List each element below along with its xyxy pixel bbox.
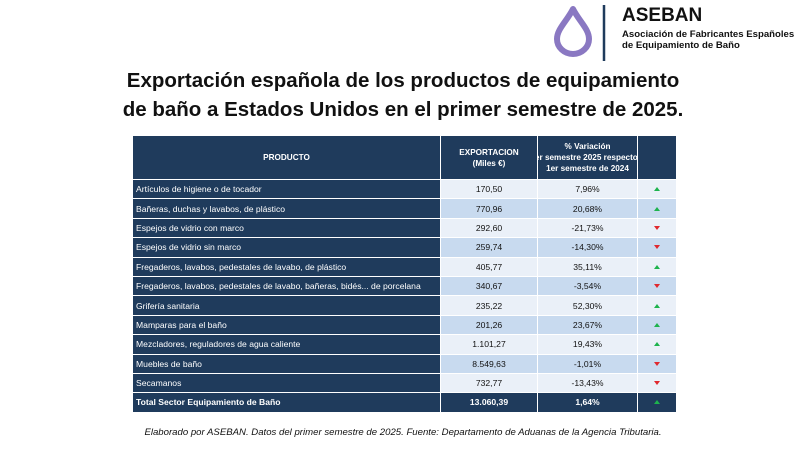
product-cell: Secamanos (133, 373, 441, 393)
product-cell: Mamparas para el baño (133, 315, 441, 335)
variation-cell: 23,67% (538, 315, 638, 335)
product-cell: Muebles de baño (133, 354, 441, 373)
arrow-cell (638, 373, 676, 393)
variation-cell: 1,64% (538, 393, 638, 412)
variation-cell: -21,73% (538, 218, 638, 238)
value-cell: 405,77 (441, 257, 538, 276)
value-cell: 8.549,63 (441, 354, 538, 373)
trend-arrow (654, 381, 660, 386)
product-cell: Bañeras, duchas y lavabos, de plástico (133, 199, 441, 218)
trend-arrow (654, 342, 660, 347)
table-row: Secamanos 732,77 -13,43% (133, 373, 676, 394)
value-cell: 259,74 (441, 238, 538, 257)
arrow-cell (638, 315, 676, 335)
value-cell: 340,67 (441, 276, 538, 296)
table-row: Muebles de baño 8.549,63 -1,01% (133, 354, 676, 374)
title-line: Exportación española de los productos de… (126, 69, 680, 92)
header-cell: PRODUCTO (133, 136, 441, 179)
table-row: Espejos de vidrio sin marco 259,74 -14,30% (133, 238, 676, 258)
value-cell: 292,60 (441, 218, 538, 238)
variation-cell: 7,96% (538, 180, 638, 199)
variation-cell: -3,54% (538, 276, 638, 296)
variation-cell: -13,43% (538, 373, 638, 393)
footnote: Elaborado por ASEBAN. Datos del primer s… (144, 427, 662, 438)
trend-arrow (654, 361, 660, 366)
product-cell: Espejos de vidrio con marco (133, 218, 441, 238)
trend-arrow (654, 245, 660, 250)
value-cell: 770,96 (441, 199, 538, 218)
arrow-cell (638, 199, 676, 218)
title-line: de baño a Estados Unidos en el primer se… (122, 98, 684, 121)
trend-arrow (654, 400, 660, 405)
product-cell: Fregaderos, lavabos, pedestales de lavab… (133, 276, 441, 296)
variation-cell: 52,30% (538, 296, 638, 315)
logo-name: ASEBAN (622, 5, 703, 26)
table-row: Mamparas para el baño 201,26 23,67% (133, 315, 676, 336)
variation-cell: -14,30% (538, 238, 638, 257)
value-cell: 201,26 (441, 315, 538, 335)
table-row: Bañeras, duchas y lavabos, de plástico 77… (133, 199, 676, 219)
header-text: 1er semestre de 2024 (546, 164, 629, 173)
product-cell: Artículos de higiene o de tocador (133, 180, 441, 199)
header-cell: % Variación 1er semestre 2025 respecto a 1… (538, 136, 638, 179)
table-row: Total Sector Equipamiento de Baño 13.060,… (133, 393, 676, 413)
trend-arrow (654, 264, 660, 269)
value-cell: 732,77 (441, 373, 538, 393)
arrow-cell (638, 238, 676, 257)
header-text: EXPORTACION (459, 147, 519, 157)
table-row: Mezcladores, reguladores de agua calient… (133, 335, 676, 355)
arrow-cell (638, 354, 676, 373)
title: Exportación española de los productos de… (0, 66, 800, 124)
value-cell: 1.101,27 (441, 335, 538, 354)
table-row: Espejos de vidrio con marco 292,60 -21,73% (133, 218, 676, 239)
product-cell: Total Sector Equipamiento de Baño (133, 393, 441, 412)
variation-cell: 19,43% (538, 335, 638, 354)
arrow-cell (638, 296, 676, 315)
trend-arrow (654, 225, 660, 230)
arrow-cell (638, 180, 676, 199)
header-text: % Variación (564, 142, 611, 151)
logo-subtitle-line: de Equipamiento de Baño (622, 40, 740, 51)
table-row: Fregaderos, lavabos, pedestales de lavab… (133, 257, 676, 277)
trend-arrow (654, 303, 660, 308)
header-text: PRODUCTO (263, 153, 310, 162)
arrow-cell (638, 276, 676, 296)
product-cell: Mezcladores, reguladores de agua calient… (133, 335, 441, 354)
variation-cell: 35,11% (538, 257, 638, 276)
table-row: Fregaderos, lavabos, pedestales de lavab… (133, 276, 676, 297)
header-row: PRODUCTO EXPORTACION(Miles €) % Variación 1… (133, 136, 676, 180)
arrow-cell (638, 218, 676, 238)
header-cell: EXPORTACION (Miles €) (441, 136, 538, 179)
trend-arrow (654, 322, 660, 327)
table: PRODUCTO EXPORTACION(Miles €) % Variación 1… (133, 136, 676, 413)
variation-cell: 20,68% (538, 199, 638, 218)
variation-cell: -1,01% (538, 354, 638, 373)
value-cell: 235,22 (441, 296, 538, 315)
table-row: Grifería sanitaria 235,22 52,30% (133, 296, 676, 316)
trend-arrow (654, 187, 660, 192)
trend-arrow (654, 284, 660, 289)
product-cell: Fregaderos, lavabos, pedestales de lavab… (133, 257, 441, 276)
value-cell: 170,50 (441, 180, 538, 199)
arrow-cell (638, 257, 676, 276)
trend-arrow (654, 206, 660, 211)
header-text: 1er semestre 2025 respecto a (538, 153, 638, 162)
value-cell: 13.060,39 (441, 393, 538, 412)
header-cell (638, 136, 676, 179)
product-cell: Grifería sanitaria (133, 296, 441, 315)
table-row: Artículos de higiene o de tocador 170,50 7… (133, 180, 676, 200)
logo-mark (554, 5, 606, 61)
product-cell: Espejos de vidrio sin marco (133, 238, 441, 257)
logo-subtitle: Asociación de Fabricantes Españoles de E… (622, 29, 794, 51)
logo-subtitle-line: Asociación de Fabricantes Españoles (622, 29, 795, 40)
arrow-cell (638, 393, 676, 412)
header-text: (Miles €) (472, 158, 506, 168)
arrow-cell (638, 335, 676, 354)
